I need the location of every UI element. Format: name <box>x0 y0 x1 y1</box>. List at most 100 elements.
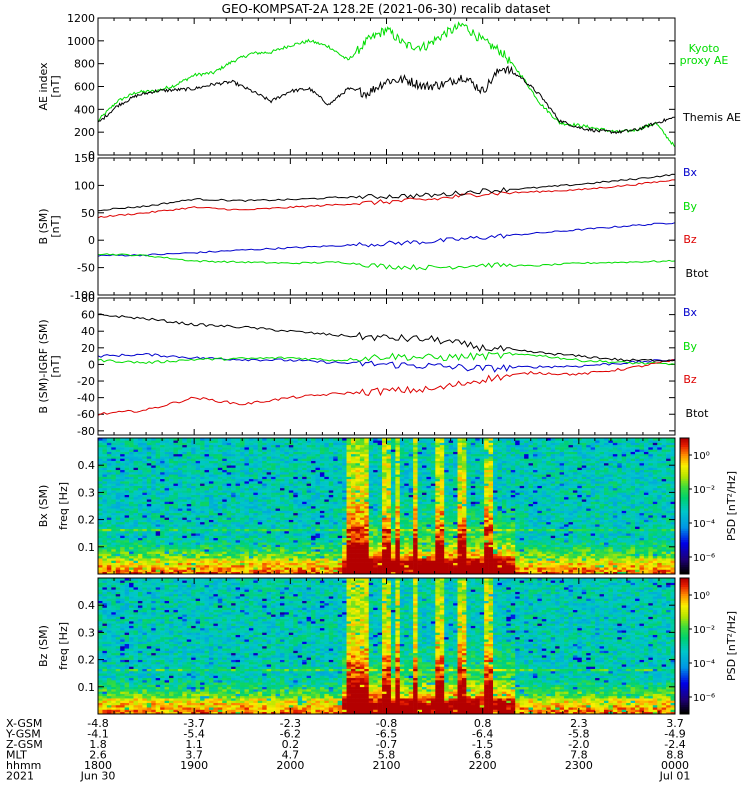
spectrogram-cell <box>373 526 378 529</box>
spectrogram-cell <box>320 497 325 500</box>
spectrogram-cell <box>249 472 254 475</box>
spectrogram-cell <box>200 524 205 527</box>
spectrogram-cell <box>347 440 352 443</box>
spectrogram-cell <box>431 449 436 452</box>
spectrogram-cell <box>320 474 325 477</box>
spectrogram-cell <box>173 565 178 568</box>
spectrogram-cell <box>160 488 165 491</box>
spectrogram-cell <box>315 504 320 507</box>
spectrogram-cell <box>395 556 400 559</box>
spectrogram-cell <box>373 501 378 504</box>
spectrogram-cell <box>205 486 210 489</box>
spectrogram-cell <box>156 567 161 570</box>
spectrogram-cell <box>404 440 409 443</box>
spectrogram-cell <box>253 486 258 489</box>
spectrogram-cell <box>125 465 130 468</box>
spectrogram-cell <box>315 513 320 516</box>
spectrogram-cell <box>431 565 436 568</box>
spectrogram-cell <box>107 445 112 448</box>
spectrogram-cell <box>338 449 343 452</box>
spectrogram-cell <box>227 515 232 518</box>
spectrogram-cell <box>378 506 383 509</box>
spectrogram-cell <box>387 481 392 484</box>
spectrogram-cell <box>134 567 139 570</box>
spectrogram-cell <box>302 511 307 514</box>
spectrogram-cell <box>196 526 201 529</box>
spectrogram-cell <box>231 499 236 502</box>
spectrogram-cell <box>213 513 218 516</box>
spectrogram-cell <box>253 463 258 466</box>
spectrogram-cell <box>426 513 431 516</box>
spectrogram-cell <box>173 477 178 480</box>
spectrogram-cell <box>400 458 405 461</box>
spectrogram-cell <box>351 495 356 498</box>
spectrogram-cell <box>147 540 152 543</box>
spectrogram-cell <box>173 526 178 529</box>
y-tick-label: 0 <box>88 358 95 371</box>
spectrogram-cell <box>209 497 214 500</box>
spectrogram-cell <box>120 492 125 495</box>
spectrogram-cell <box>222 554 227 557</box>
spectrogram-cell <box>338 472 343 475</box>
spectrogram-cell <box>307 488 312 491</box>
spectrogram-cell <box>338 483 343 486</box>
spectrogram-cell <box>298 449 303 452</box>
spectrogram-cell <box>173 490 178 493</box>
spectrogram-cell <box>209 535 214 538</box>
spectrogram-cell <box>315 538 320 541</box>
spectrogram-cell <box>196 520 201 523</box>
spectrogram-cell <box>413 447 418 450</box>
spectrogram-cell <box>311 520 316 523</box>
spectrogram-cell <box>147 538 152 541</box>
spectrogram-cell <box>160 533 165 536</box>
spectrogram-cell <box>364 470 369 473</box>
spectrogram-cell <box>173 452 178 455</box>
spectrogram-cell <box>196 535 201 538</box>
spectrogram-cell <box>244 531 249 534</box>
spectrogram-cell <box>347 474 352 477</box>
spectrogram-cell <box>378 504 383 507</box>
spectrogram-cell <box>280 538 285 541</box>
spectrogram-cell <box>249 522 254 525</box>
spectrogram-cell <box>440 449 445 452</box>
spectrogram-cell <box>404 465 409 468</box>
spectrogram-cell <box>391 531 396 534</box>
spectrogram-cell <box>138 461 143 464</box>
spectrogram-cell <box>178 454 183 457</box>
spectrogram-cell <box>244 481 249 484</box>
spectrogram-cell <box>267 449 272 452</box>
spectrogram-cell <box>369 542 374 545</box>
spectrogram-cell <box>173 499 178 502</box>
spectrogram-cell <box>426 490 431 493</box>
spectrogram-cell <box>147 533 152 536</box>
spectrogram-cell <box>364 551 369 554</box>
spectrogram-cell <box>138 556 143 559</box>
spectrogram-cell <box>355 488 360 491</box>
spectrogram-cell <box>413 540 418 543</box>
spectrogram-cell <box>258 461 263 464</box>
spectrogram-cell <box>258 565 263 568</box>
spectrogram-cell <box>382 558 387 561</box>
spectrogram-cell <box>280 531 285 534</box>
spectrogram-cell <box>284 506 289 509</box>
spectrogram-cell <box>315 463 320 466</box>
spectrogram-cell <box>240 535 245 538</box>
spectrogram-cell <box>240 513 245 516</box>
spectrogram-cell <box>293 524 298 527</box>
spectrogram-cell <box>422 551 427 554</box>
spectrogram-cell <box>258 499 263 502</box>
spectrogram-cell <box>364 511 369 514</box>
spectrogram-cell <box>156 461 161 464</box>
spectrogram-cell <box>378 551 383 554</box>
spectrogram-cell <box>134 547 139 550</box>
spectrogram-cell <box>400 542 405 545</box>
spectrogram-cell <box>324 535 329 538</box>
spectrogram-cell <box>289 501 294 504</box>
spectrogram-cell <box>387 483 392 486</box>
spectrogram-cell <box>116 449 121 452</box>
spectrogram-cell <box>435 560 440 563</box>
spectrogram-cell <box>205 443 210 446</box>
spectrogram-cell <box>409 556 414 559</box>
spectrogram-cell <box>426 447 431 450</box>
spectrogram-cell <box>138 499 143 502</box>
